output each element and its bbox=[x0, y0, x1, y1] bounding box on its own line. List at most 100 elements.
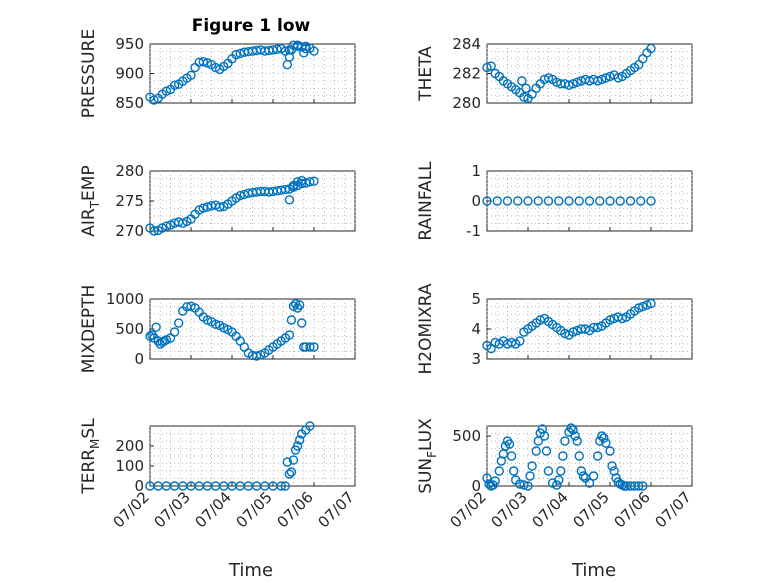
data-point bbox=[286, 315, 297, 325]
y-tick-label: 280 bbox=[115, 162, 144, 180]
data-point bbox=[584, 196, 595, 206]
data-point bbox=[151, 322, 161, 332]
data-point bbox=[539, 431, 550, 441]
data-point bbox=[276, 481, 286, 491]
data-point bbox=[638, 301, 648, 312]
y-axis-label: AIRTEMP bbox=[79, 165, 102, 236]
data-point bbox=[288, 455, 299, 465]
y-tick-label: 1 bbox=[471, 162, 481, 180]
y-axis-label: RAINFALL bbox=[416, 161, 436, 241]
data-point bbox=[486, 61, 496, 71]
data-point bbox=[173, 318, 184, 328]
y-tick-label: 282 bbox=[452, 65, 481, 83]
data-point bbox=[527, 461, 537, 471]
data-point bbox=[517, 76, 527, 86]
data-point bbox=[642, 300, 652, 310]
data-point bbox=[297, 318, 307, 328]
data-point bbox=[605, 196, 615, 206]
data-point bbox=[186, 70, 196, 80]
data-point bbox=[210, 319, 221, 329]
data-point bbox=[490, 476, 500, 486]
data-point bbox=[515, 336, 525, 346]
data-point bbox=[294, 300, 305, 310]
data-point bbox=[198, 203, 209, 213]
y-tick-label: 850 bbox=[115, 94, 144, 112]
data-point bbox=[605, 446, 615, 456]
panel-top-left: 850 900 950 PRESSURE bbox=[79, 29, 356, 118]
y-axis-label: MIXDEPTH bbox=[79, 285, 99, 374]
data-point bbox=[533, 196, 543, 206]
y-tick-label: 275 bbox=[115, 192, 144, 210]
data-point bbox=[169, 327, 180, 337]
x-tick-label: 07/04 bbox=[192, 488, 235, 531]
data-point bbox=[615, 196, 625, 206]
y-tick-label: 3 bbox=[471, 350, 481, 368]
panel-third-right: 3 4 5 H2OMIXRA bbox=[416, 283, 693, 375]
y-tick-label: 270 bbox=[115, 222, 144, 240]
data-point bbox=[541, 446, 552, 456]
data-point bbox=[301, 41, 311, 52]
y-tick-label: 900 bbox=[115, 65, 144, 83]
data-point bbox=[638, 481, 648, 491]
data-point bbox=[584, 478, 595, 488]
data-point bbox=[523, 481, 533, 491]
data-point bbox=[605, 315, 615, 325]
data-point bbox=[601, 438, 611, 448]
data-point bbox=[554, 475, 564, 485]
data-point bbox=[552, 480, 562, 490]
data-point bbox=[572, 77, 582, 88]
data-point bbox=[593, 451, 603, 461]
data-point bbox=[574, 196, 584, 206]
data-point bbox=[595, 196, 605, 206]
data-point bbox=[284, 330, 295, 340]
plot-area bbox=[486, 43, 693, 104]
data-point bbox=[646, 298, 656, 309]
data-point bbox=[482, 473, 492, 483]
data-point bbox=[282, 457, 293, 467]
y-tick-label: 950 bbox=[115, 35, 144, 53]
data-point bbox=[646, 43, 656, 54]
data-point bbox=[482, 196, 492, 206]
plot-area bbox=[149, 170, 356, 232]
x-tick-label: 07/07 bbox=[315, 488, 358, 531]
data-point bbox=[556, 466, 566, 476]
data-point bbox=[299, 48, 309, 58]
data-point bbox=[519, 92, 529, 102]
data-point bbox=[284, 195, 295, 205]
y-axis-label: THETA bbox=[416, 46, 436, 102]
data-point bbox=[597, 431, 607, 441]
data-point bbox=[494, 466, 504, 476]
data-point bbox=[292, 441, 303, 451]
subplot-grid: 850 900 950 PRESSURE 280 282 284 THETA 270 275 280… bbox=[79, 29, 695, 532]
data-point bbox=[149, 226, 159, 236]
data-point bbox=[309, 46, 319, 56]
data-point bbox=[588, 471, 599, 481]
y-tick-label: 0 bbox=[471, 477, 481, 495]
data-point bbox=[564, 196, 574, 206]
data-point bbox=[636, 196, 646, 206]
y-tick-label: 5 bbox=[471, 290, 481, 308]
data-point bbox=[572, 436, 582, 446]
data-point bbox=[543, 73, 554, 83]
data-point bbox=[646, 196, 656, 206]
data-point bbox=[309, 342, 319, 352]
data-point bbox=[531, 446, 541, 456]
y-tick-label: 1000 bbox=[106, 290, 144, 308]
data-point bbox=[305, 421, 315, 431]
data-point bbox=[519, 480, 529, 490]
data-point bbox=[625, 196, 636, 206]
x-tick-label: 07/06 bbox=[611, 488, 654, 531]
y-tick-label: 284 bbox=[452, 35, 481, 53]
y-tick-label: -1 bbox=[466, 222, 481, 240]
data-point bbox=[251, 351, 262, 361]
data-point bbox=[599, 433, 609, 443]
data-point bbox=[525, 471, 535, 481]
data-point bbox=[634, 303, 644, 313]
data-point bbox=[593, 76, 603, 86]
data-point bbox=[508, 466, 519, 476]
data-point bbox=[597, 74, 607, 85]
data-point bbox=[286, 45, 297, 55]
data-point bbox=[607, 461, 617, 471]
